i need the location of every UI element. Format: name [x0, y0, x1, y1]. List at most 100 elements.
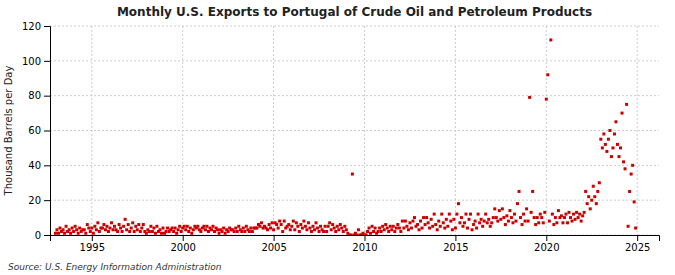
y-tick-mark — [44, 131, 50, 132]
point — [243, 230, 246, 233]
point — [489, 225, 492, 228]
point — [630, 173, 633, 176]
point — [393, 230, 396, 233]
x-tick-mark — [183, 235, 184, 241]
y-axis-line — [44, 27, 51, 236]
point — [237, 225, 240, 228]
point — [408, 221, 411, 224]
point — [454, 227, 457, 230]
point — [162, 227, 165, 230]
point — [190, 232, 193, 235]
point — [511, 221, 514, 224]
point — [595, 202, 598, 205]
point — [621, 112, 624, 115]
point — [546, 73, 549, 76]
x-axis-line — [51, 236, 660, 242]
x-tick: 2025 — [625, 235, 650, 253]
point — [501, 207, 504, 210]
point — [622, 160, 625, 163]
point — [160, 232, 163, 235]
point — [57, 232, 60, 235]
y-tick: 120 — [22, 21, 50, 32]
point — [133, 230, 136, 233]
grid-line-y — [50, 95, 659, 96]
point — [561, 221, 564, 224]
point — [355, 234, 358, 236]
point — [499, 218, 502, 221]
point — [542, 221, 545, 224]
point — [283, 220, 286, 223]
point — [508, 209, 511, 212]
point — [574, 218, 577, 221]
point — [137, 223, 140, 226]
point — [345, 228, 348, 231]
y-tick: 20 — [28, 195, 50, 206]
x-tick-label: 2000 — [170, 242, 195, 253]
point — [151, 230, 154, 233]
point — [399, 230, 402, 233]
point — [378, 227, 381, 230]
point — [590, 199, 593, 202]
point — [448, 213, 451, 216]
point — [451, 228, 454, 231]
point — [152, 227, 155, 230]
y-tick-mark — [44, 235, 50, 236]
point — [333, 227, 336, 230]
point — [392, 225, 395, 228]
point — [281, 230, 284, 233]
point — [278, 220, 281, 223]
annotation: Source: U.S. Energy Information Administ… — [8, 262, 222, 272]
y-tick-mark — [44, 61, 50, 62]
point — [543, 211, 546, 214]
point — [122, 225, 125, 228]
x-tick: 2010 — [352, 235, 377, 253]
point — [596, 190, 599, 193]
point — [172, 230, 175, 233]
x-tick-mark — [546, 235, 547, 241]
point — [405, 225, 408, 228]
point — [614, 120, 617, 123]
point — [457, 202, 460, 205]
point — [486, 221, 489, 224]
x-tick-mark — [92, 235, 93, 241]
x-tick: 2000 — [170, 235, 195, 253]
y-tick-label: 60 — [28, 125, 41, 136]
y-tick-label: 40 — [28, 160, 41, 171]
point — [563, 216, 566, 219]
point — [302, 220, 305, 223]
point — [418, 228, 421, 231]
point — [92, 232, 95, 235]
point — [287, 223, 290, 226]
point — [112, 228, 115, 231]
point — [421, 227, 424, 230]
point — [125, 228, 128, 231]
grid-line-y — [50, 60, 659, 61]
point — [136, 228, 139, 231]
point — [377, 230, 380, 233]
point — [280, 223, 283, 226]
point — [577, 216, 580, 219]
point — [199, 230, 202, 233]
chart-container: 1995200020052010201520202025020406080100… — [0, 0, 675, 275]
point — [440, 213, 443, 216]
point — [119, 227, 122, 230]
point — [236, 230, 239, 233]
point — [525, 207, 528, 210]
point — [108, 227, 111, 230]
point — [158, 228, 161, 231]
point — [290, 225, 293, 228]
point — [184, 228, 187, 231]
point — [127, 223, 130, 226]
point — [633, 200, 636, 203]
point — [407, 228, 410, 231]
point — [398, 227, 401, 230]
point — [599, 138, 602, 141]
point — [518, 190, 521, 193]
point — [189, 227, 192, 230]
point — [110, 221, 113, 224]
y-tick: 0 — [35, 230, 50, 241]
point — [424, 223, 427, 226]
point — [301, 227, 304, 230]
x-tick-mark — [455, 235, 456, 241]
point — [551, 213, 554, 216]
